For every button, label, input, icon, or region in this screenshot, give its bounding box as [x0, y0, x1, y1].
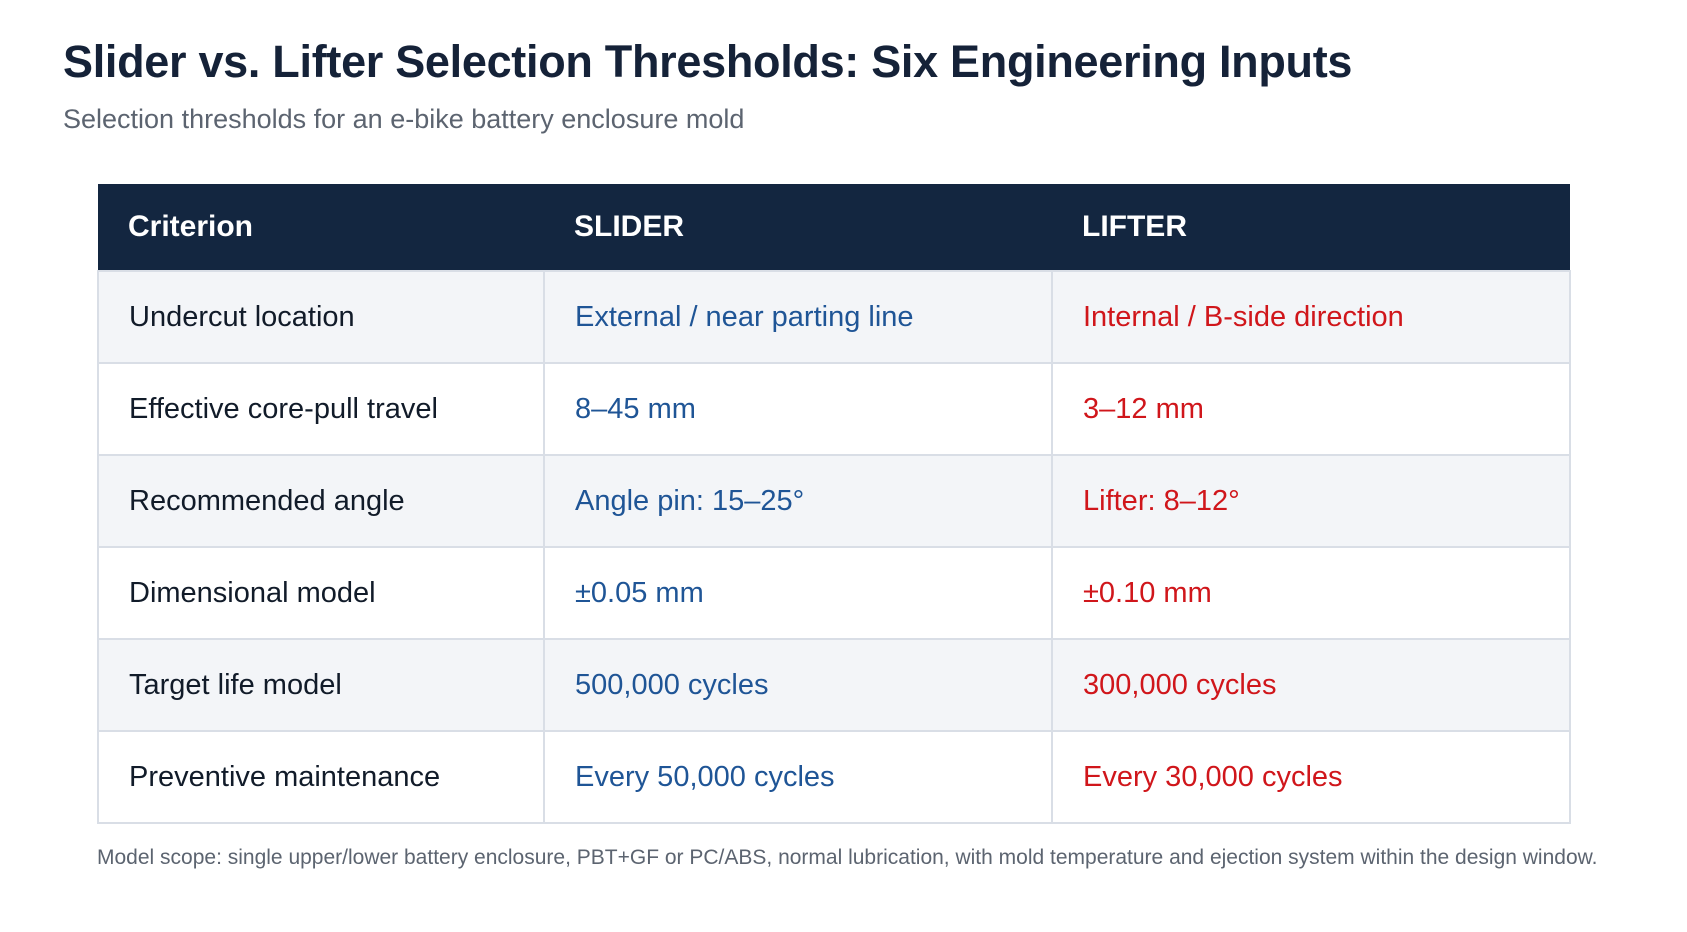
table-row: Undercut location External / near partin…	[97, 270, 1571, 364]
lifter-cell: Lifter: 8–12°	[1051, 454, 1571, 548]
criterion-cell: Undercut location	[97, 270, 545, 364]
header-lifter: LIFTER	[1052, 184, 1570, 271]
slider-cell: 500,000 cycles	[543, 638, 1053, 732]
table-row: Recommended angle Angle pin: 15–25° Lift…	[97, 454, 1571, 548]
slider-cell: Every 50,000 cycles	[543, 730, 1053, 824]
slider-cell: 8–45 mm	[543, 362, 1053, 456]
header-slider: SLIDER	[544, 184, 1052, 271]
criterion-cell: Effective core-pull travel	[97, 362, 545, 456]
table-row: Effective core-pull travel 8–45 mm 3–12 …	[97, 362, 1571, 456]
lifter-cell: 3–12 mm	[1051, 362, 1571, 456]
lifter-cell: 300,000 cycles	[1051, 638, 1571, 732]
lifter-cell: Internal / B-side direction	[1051, 270, 1571, 364]
page-title: Slider vs. Lifter Selection Thresholds: …	[63, 36, 1353, 87]
criterion-cell: Preventive maintenance	[97, 730, 545, 824]
table-header-row: Criterion SLIDER LIFTER	[98, 184, 1570, 271]
comparison-table: Criterion SLIDER LIFTER Undercut locatio…	[97, 184, 1571, 824]
slider-cell: Angle pin: 15–25°	[543, 454, 1053, 548]
criterion-cell: Recommended angle	[97, 454, 545, 548]
slider-cell: External / near parting line	[543, 270, 1053, 364]
lifter-cell: Every 30,000 cycles	[1051, 730, 1571, 824]
header-criterion: Criterion	[98, 184, 544, 271]
criterion-cell: Dimensional model	[97, 546, 545, 640]
page-subtitle: Selection thresholds for an e-bike batte…	[63, 104, 745, 134]
slider-cell: ±0.05 mm	[543, 546, 1053, 640]
lifter-cell: ±0.10 mm	[1051, 546, 1571, 640]
table-row: Target life model 500,000 cycles 300,000…	[97, 638, 1571, 732]
criterion-cell: Target life model	[97, 638, 545, 732]
table-row: Dimensional model ±0.05 mm ±0.10 mm	[97, 546, 1571, 640]
table-row: Preventive maintenance Every 50,000 cycl…	[97, 730, 1571, 824]
footnote: Model scope: single upper/lower battery …	[97, 846, 1598, 869]
